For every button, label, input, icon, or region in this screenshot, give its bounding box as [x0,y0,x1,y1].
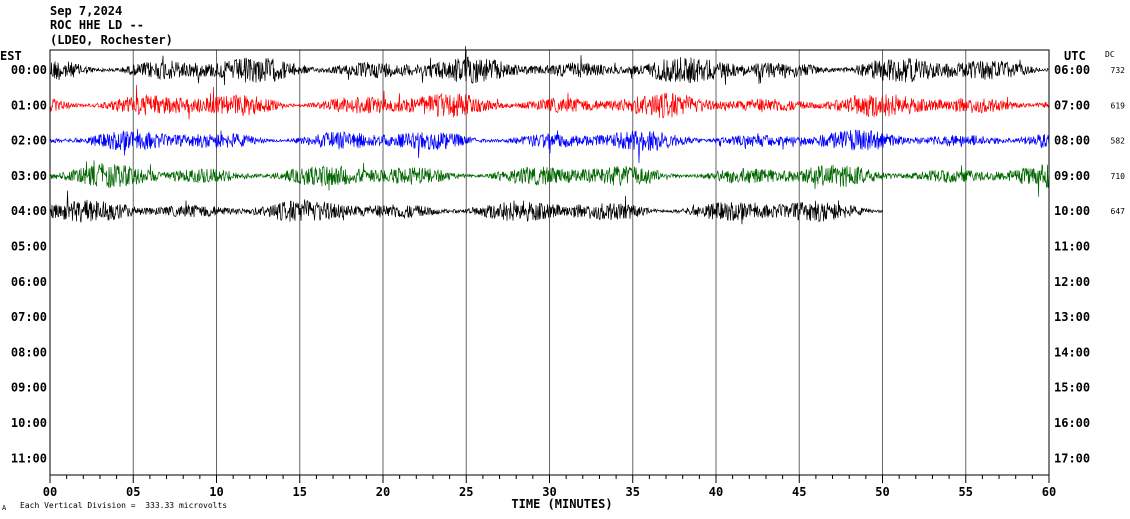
utc-hour-label: 09:00 [1054,169,1090,183]
x-tick-label: 25 [459,485,473,499]
seismic-traces [49,46,1050,225]
est-hour-label: 06:00 [11,275,47,289]
est-hour-label: 07:00 [11,310,47,324]
utc-hour-label: 10:00 [1054,204,1090,218]
dc-offset-label: 647 [1111,207,1126,216]
dc-offset-label: 710 [1111,172,1126,181]
x-tick-label: 60 [1042,485,1056,499]
x-tick-label: 00 [43,485,57,499]
est-hour-label: 00:00 [11,63,47,77]
est-hour-label: 05:00 [11,240,47,254]
trace-hour-0100 [49,84,1050,120]
trace-hour-0400 [49,190,883,225]
station-label: ROC HHE LD -- [50,18,144,32]
est-axis-title: EST [0,49,22,63]
utc-hour-label: 17:00 [1054,451,1090,465]
x-tick-label: 35 [626,485,640,499]
dc-offset-label: 619 [1111,101,1126,110]
est-hour-label: 10:00 [11,416,47,430]
x-tick-label: 30 [542,485,556,499]
est-hour-label: 08:00 [11,345,47,359]
utc-hour-label: 07:00 [1054,98,1090,112]
x-tick-label: 15 [293,485,307,499]
corner-mark: A [2,504,7,512]
est-hour-label: 09:00 [11,381,47,395]
x-tick-label: 55 [959,485,973,499]
trace-hour-0200 [49,129,1050,164]
dc-offset-label: 732 [1111,66,1126,75]
dc-column-title: DC [1105,50,1115,59]
trace-hour-0000 [49,46,1050,86]
trace-hour-0300 [49,160,1050,197]
utc-hour-label: 08:00 [1054,134,1090,148]
est-hour-label: 02:00 [11,134,47,148]
utc-hour-label: 12:00 [1054,275,1090,289]
est-hour-label: 01:00 [11,98,47,112]
minute-gridlines [132,50,967,475]
utc-hour-label: 11:00 [1054,240,1090,254]
utc-hour-label: 16:00 [1054,416,1090,430]
x-tick-label: 20 [376,485,390,499]
location-label: (LDEO, Rochester) [50,33,173,47]
utc-hour-label: 13:00 [1054,310,1090,324]
est-hour-label: 03:00 [11,169,47,183]
dc-offset-label: 582 [1111,137,1126,146]
utc-hour-label: 14:00 [1054,345,1090,359]
x-tick-label: 05 [126,485,140,499]
x-tick-label: 40 [709,485,723,499]
utc-hour-label: 06:00 [1054,63,1090,77]
x-tick-label: 45 [792,485,806,499]
axis-labels: 00 05 10 15 20 25 30 35 40 45 50 55 60 00:00 06:00 01:0… [11,63,1125,499]
utc-axis-title: UTC [1064,49,1086,63]
est-hour-label: 11:00 [11,451,47,465]
utc-hour-label: 15:00 [1054,381,1090,395]
x-axis-title: TIME (MINUTES) [511,497,612,511]
x-tick-label: 10 [209,485,223,499]
est-hour-label: 04:00 [11,204,47,218]
x-tick-label: 50 [875,485,889,499]
vertical-division-note: Each Vertical Division = 333.33 microvol… [20,501,227,510]
date-label: Sep 7,2024 [50,4,123,18]
